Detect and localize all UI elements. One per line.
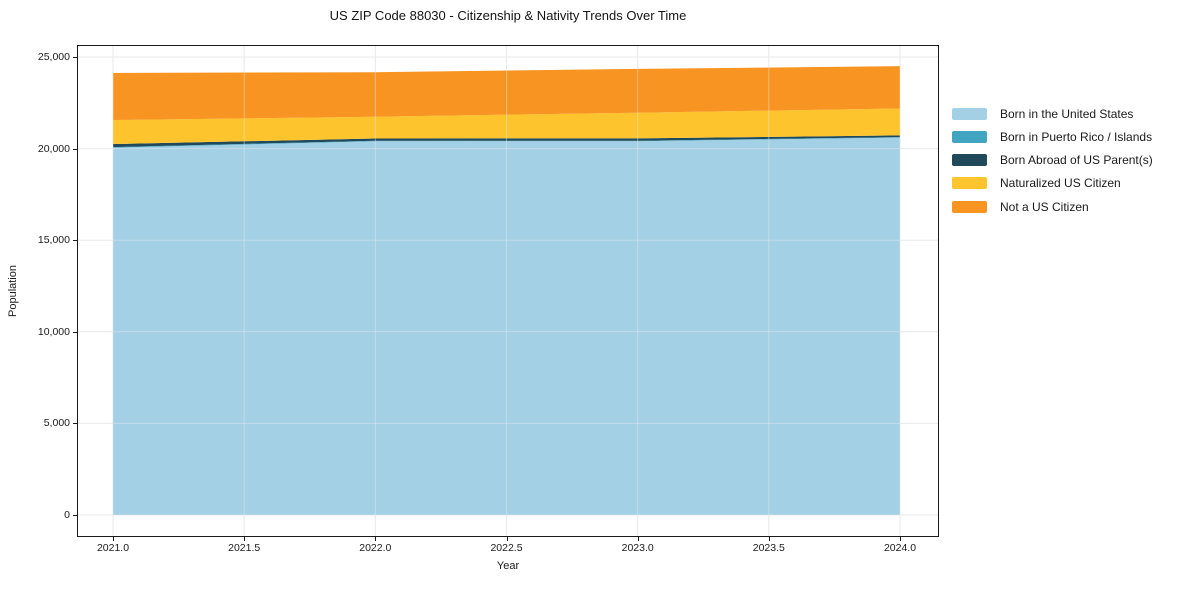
y-axis-label: Population — [7, 265, 19, 317]
y-tick-mark — [73, 331, 77, 333]
x-tick-mark — [768, 537, 770, 541]
y-tick-mark — [73, 423, 77, 425]
area-series-3 — [113, 108, 900, 145]
area-series-4 — [113, 66, 900, 121]
legend-item: Not a US Citizen — [952, 195, 1153, 218]
x-tick-mark — [506, 537, 508, 541]
legend-swatch-4 — [952, 200, 987, 213]
legend-swatch-1 — [952, 130, 987, 143]
legend-item: Born in Puerto Rico / Islands — [952, 125, 1153, 148]
x-tick-mark — [244, 537, 246, 541]
plot-spines — [77, 45, 939, 537]
x-tick-label: 2023.5 — [752, 542, 785, 554]
y-tick-label: 0 — [64, 509, 70, 521]
legend-swatch-0 — [952, 107, 987, 120]
legend-label: Born Abroad of US Parent(s) — [1000, 153, 1153, 168]
y-tick-label: 10,000 — [37, 325, 70, 338]
legend-item: Naturalized US Citizen — [952, 172, 1153, 195]
y-tick-mark — [73, 240, 77, 242]
x-tick-mark — [637, 537, 639, 541]
y-tick-mark — [73, 148, 77, 150]
x-tick-mark — [375, 537, 377, 541]
x-axis-label: Year — [496, 560, 520, 572]
legend-label: Naturalized US Citizen — [1000, 176, 1121, 191]
legend-swatch-3 — [952, 177, 987, 190]
x-tick-mark — [113, 537, 114, 541]
x-tick-label: 2021.0 — [96, 542, 130, 554]
legend-label: Born in Puerto Rico / Islands — [1000, 129, 1153, 144]
x-tick-label: 2023.0 — [621, 542, 654, 554]
legend: Born in the United States Born in Puerto … — [952, 102, 1153, 218]
x-tick-mark — [900, 537, 901, 541]
y-tick-label: 20,000 — [37, 142, 70, 155]
legend-label: Not a US Citizen — [1000, 199, 1089, 214]
area-series-2 — [113, 135, 900, 148]
legend-item: Born in the United States — [952, 102, 1153, 125]
area-series-0 — [113, 137, 900, 516]
y-tick-mark — [73, 57, 77, 58]
chart-canvas — [77, 45, 939, 537]
x-tick-label: 2024.0 — [883, 542, 917, 554]
legend-item: Born Abroad of US Parent(s) — [952, 149, 1153, 172]
y-tick-label: 25,000 — [37, 51, 70, 63]
y-tick-label: 15,000 — [37, 234, 70, 247]
x-tick-label: 2021.5 — [228, 542, 261, 554]
legend-swatch-2 — [952, 154, 987, 167]
chart-title: US ZIP Code 88030 - Citizenship & Nativi… — [329, 8, 687, 23]
legend-label: Born in the United States — [1000, 106, 1134, 121]
x-tick-label: 2022.5 — [490, 542, 523, 554]
plot-area — [77, 45, 939, 537]
x-tick-label: 2022.0 — [359, 542, 392, 554]
y-tick-mark — [73, 515, 77, 516]
y-tick-label: 5,000 — [43, 417, 70, 430]
